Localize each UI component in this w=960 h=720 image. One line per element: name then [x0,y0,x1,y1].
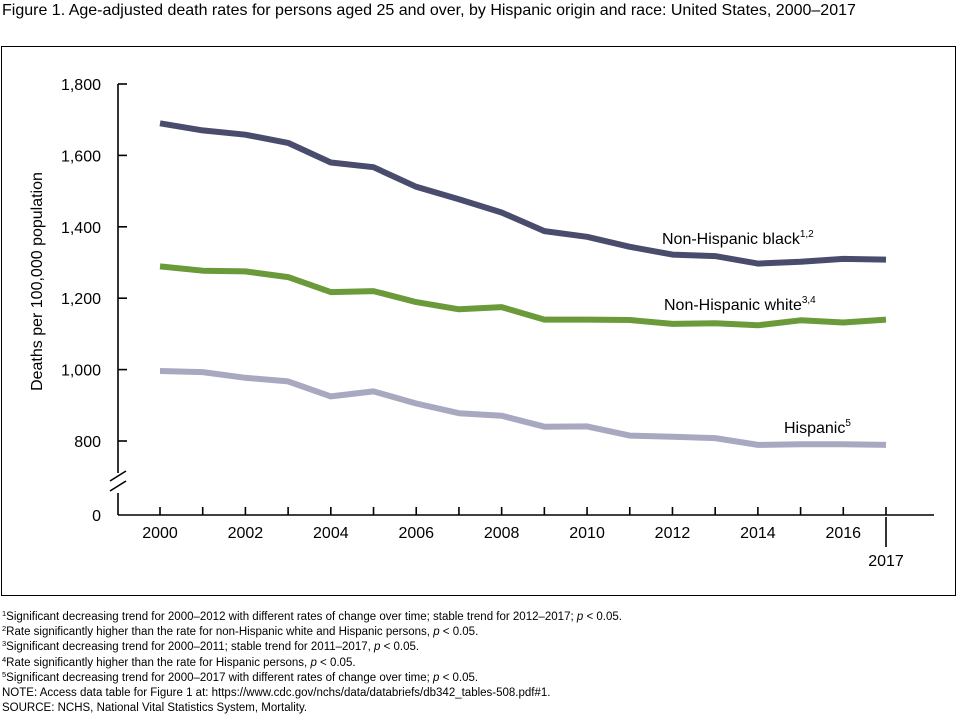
x-tick-label: 2010 [569,525,605,542]
footnote-text: < 0.05. [439,626,479,639]
footnote-text: Significant decreasing trend for 2000–20… [6,641,375,654]
footnote-marker: 2 [2,624,7,634]
y-tick-label: 1,800 [61,77,101,94]
series-line-hispanic [159,368,887,448]
figure-title: Figure 1. Age-adjusted death rates for p… [2,2,856,19]
footnote-italic: p [576,611,584,623]
footnote-text: < 0.05. [439,671,479,684]
series-label-superscript: 3,4 [802,295,816,306]
axis-break-mark [109,480,127,492]
footnote-4: 4Rate significantly higher than the rate… [2,654,952,671]
source-text: SOURCE: NCHS, National Vital Statistics … [2,702,308,715]
footnote-text: < 0.05. [583,611,622,623]
footnote-text: < 0.05. [316,656,356,669]
footnote-text: Significant decreasing trend for 2000–20… [6,611,577,623]
series-label-name: Non-Hispanic black [662,231,801,248]
footnote-3: 3Significant decreasing trend for 2000–2… [2,640,952,655]
footnote-1: 1Significant decreasing trend for 2000–2… [2,610,952,625]
y-tick-label: 1,000 [61,363,101,380]
footnote-text: Significant decreasing trend for 2000–20… [6,671,433,684]
footnote-5: 5Significant decreasing trend for 2000–2… [2,671,952,686]
footnote-italic: p [374,641,381,654]
footnote-marker: 5 [2,669,7,679]
footnote-marker: 1 [2,609,7,618]
x-tick-label: 2002 [228,525,264,542]
x-tick-label: 2000 [142,525,178,542]
y-tick-label: 1,200 [61,291,101,308]
series-label-superscript: 1,2 [800,229,814,240]
series-label-name: Non-Hispanic white [664,297,802,314]
footnote-marker: 3 [2,639,7,649]
footnote-list: 1Significant decreasing trend for 2000–2… [2,610,952,686]
series-label-name: Hispanic [784,420,845,437]
x-tick-label-2017: 2017 [868,553,904,570]
x-tick-label: 2014 [740,525,776,542]
footnotes: 1Significant decreasing trend for 2000–2… [2,610,952,716]
footnote-text: Rate significantly higher than the rate … [6,626,434,639]
y-tick-label: 800 [74,434,101,451]
footnote-italic: p [433,626,440,639]
x-tick-label: 2012 [655,525,691,542]
footnote-marker: 4 [2,654,7,664]
footnote-italic: p [310,656,317,669]
note-text: NOTE: Access data table for Figure 1 at:… [2,687,551,700]
series-label: Non-Hispanic white3,4 [664,295,816,314]
line-chart: 1,800 1,600 1,400 1,200 1,000 800 0 Deaths per … [29,77,934,570]
series-label: Non-Hispanic black1,2 [662,229,814,248]
series-line-non-hispanic-black [159,120,887,267]
chart-frame: 1,800 1,600 1,400 1,200 1,000 800 0 Deaths per … [1,46,956,596]
footnote-2: 2Rate significantly higher than the rate… [2,625,952,640]
footnote-italic: p [433,671,440,684]
y-tick-label: 1,600 [61,148,101,165]
axis-break-mark [109,470,127,482]
y-zero-label: 0 [92,508,101,525]
footnote-text: Rate significantly higher than the rate … [6,656,311,669]
x-tick-label: 2006 [398,525,434,542]
x-tick-label: 2016 [825,525,861,542]
series-label-superscript: 5 [845,418,851,429]
y-tick-label: 1,400 [61,220,101,237]
x-tick-label: 2008 [484,525,520,542]
series-line-non-hispanic-white [159,263,887,329]
y-axis-title: Deaths per 100,000 population [29,172,46,391]
series-label: Hispanic5 [784,418,851,437]
x-tick-label: 2004 [313,525,349,542]
footnote-text: < 0.05. [380,641,420,654]
